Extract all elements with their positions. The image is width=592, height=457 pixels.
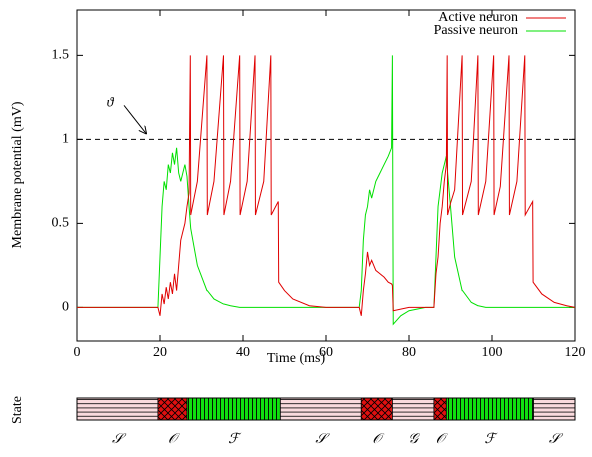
threshold-label: ϑ bbox=[107, 96, 115, 111]
state-name: 𝒪 bbox=[168, 432, 180, 447]
plot-frame bbox=[76, 9, 576, 342]
state-segment bbox=[186, 397, 281, 421]
state-segment bbox=[157, 397, 188, 421]
legend-label: Active neuron bbox=[438, 10, 518, 25]
y-tick-label: 1.5 bbox=[52, 48, 70, 63]
state-segment bbox=[76, 397, 159, 421]
state-name: ℱ bbox=[228, 432, 242, 447]
x-tick-label: 100 bbox=[482, 345, 503, 360]
state-segment bbox=[360, 397, 393, 421]
x-tick-label: 20 bbox=[153, 345, 167, 360]
state-name: 𝒮 bbox=[315, 432, 330, 447]
y-tick-label: 1 bbox=[62, 132, 69, 147]
state-segment bbox=[279, 397, 362, 421]
state-name: 𝒢 bbox=[408, 432, 420, 447]
state-name: 𝒪 bbox=[436, 432, 448, 447]
series-line bbox=[77, 55, 576, 316]
series-line bbox=[77, 55, 575, 326]
state-label: State bbox=[10, 396, 25, 424]
x-tick-label: 40 bbox=[236, 345, 250, 360]
legend-label: Passive neuron bbox=[434, 23, 518, 38]
state-name: ℱ bbox=[484, 432, 498, 447]
y-axis-label: Membrane potential (mV) bbox=[10, 101, 25, 248]
x-tick-label: 0 bbox=[74, 345, 81, 360]
x-axis-label: Time (ms) bbox=[267, 351, 326, 366]
state-frame bbox=[76, 397, 576, 421]
state-segment bbox=[445, 397, 534, 421]
state-segment bbox=[391, 397, 435, 421]
y-tick-label: 0.5 bbox=[52, 216, 70, 231]
state-segment bbox=[533, 397, 576, 421]
state-name: 𝒪 bbox=[372, 432, 384, 447]
x-tick-label: 80 bbox=[402, 345, 416, 360]
x-tick-label: 120 bbox=[565, 345, 586, 360]
threshold-arrow bbox=[123, 105, 146, 133]
state-name: 𝒮 bbox=[549, 432, 564, 447]
y-tick-label: 0 bbox=[62, 300, 69, 315]
state-name: 𝒮 bbox=[112, 432, 127, 447]
x-tick-label: 60 bbox=[319, 345, 333, 360]
state-segment bbox=[433, 397, 447, 421]
